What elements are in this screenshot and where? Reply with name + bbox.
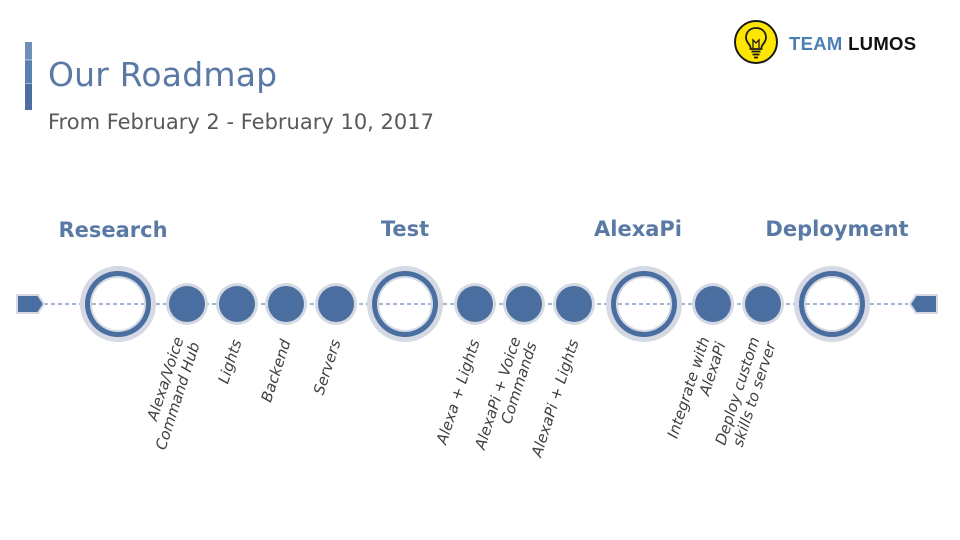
task-node: [454, 283, 496, 325]
milestone-node-research: [80, 266, 156, 342]
task-node: [315, 283, 357, 325]
task-label: Servers: [310, 337, 345, 397]
phase-label-test: Test: [381, 217, 429, 241]
task-label-line: Lights: [214, 337, 245, 386]
task-label-line: Backend: [257, 337, 294, 405]
timeline-end-cap: [908, 294, 938, 314]
task-label: Backend: [257, 337, 294, 405]
svg-text:Lights: Lights: [214, 337, 245, 386]
phase-label-deployment: Deployment: [765, 217, 908, 241]
page-title: Our Roadmap: [48, 55, 278, 94]
team-logo: TEAM LUMOS: [733, 17, 933, 71]
milestone-node-deployment: [794, 266, 870, 342]
lightbulb-icon: [734, 20, 778, 64]
title-accent-bar: [25, 42, 32, 110]
task-node: [265, 283, 307, 325]
task-node: [553, 283, 595, 325]
logo-wordmark: TEAM LUMOS: [789, 33, 916, 55]
task-label: Alexa/VoiceCommand Hub: [136, 335, 204, 452]
milestone-node-alexapi: [606, 266, 682, 342]
logo-team-text: TEAM: [789, 33, 843, 54]
page-subtitle: From February 2 - February 10, 2017: [48, 110, 434, 134]
task-label-line: Servers: [310, 337, 345, 397]
task-node: [692, 283, 734, 325]
svg-text:AlexaPi + VoiceCommands: AlexaPi + VoiceCommands: [471, 334, 541, 457]
timeline-start-cap: [16, 294, 46, 314]
phase-label-research: Research: [58, 218, 167, 242]
task-node: [503, 283, 545, 325]
task-node: [166, 283, 208, 325]
task-node: [216, 283, 258, 325]
svg-text:Alexa/VoiceCommand Hub: Alexa/VoiceCommand Hub: [136, 335, 204, 452]
milestone-node-test: [367, 266, 443, 342]
svg-text:Backend: Backend: [257, 337, 294, 405]
task-label: Lights: [214, 337, 245, 386]
task-node: [742, 283, 784, 325]
logo-name-text: LUMOS: [848, 33, 917, 54]
task-label: AlexaPi + VoiceCommands: [471, 334, 541, 457]
phase-label-alexapi: AlexaPi: [594, 217, 682, 241]
svg-text:Servers: Servers: [310, 337, 345, 397]
